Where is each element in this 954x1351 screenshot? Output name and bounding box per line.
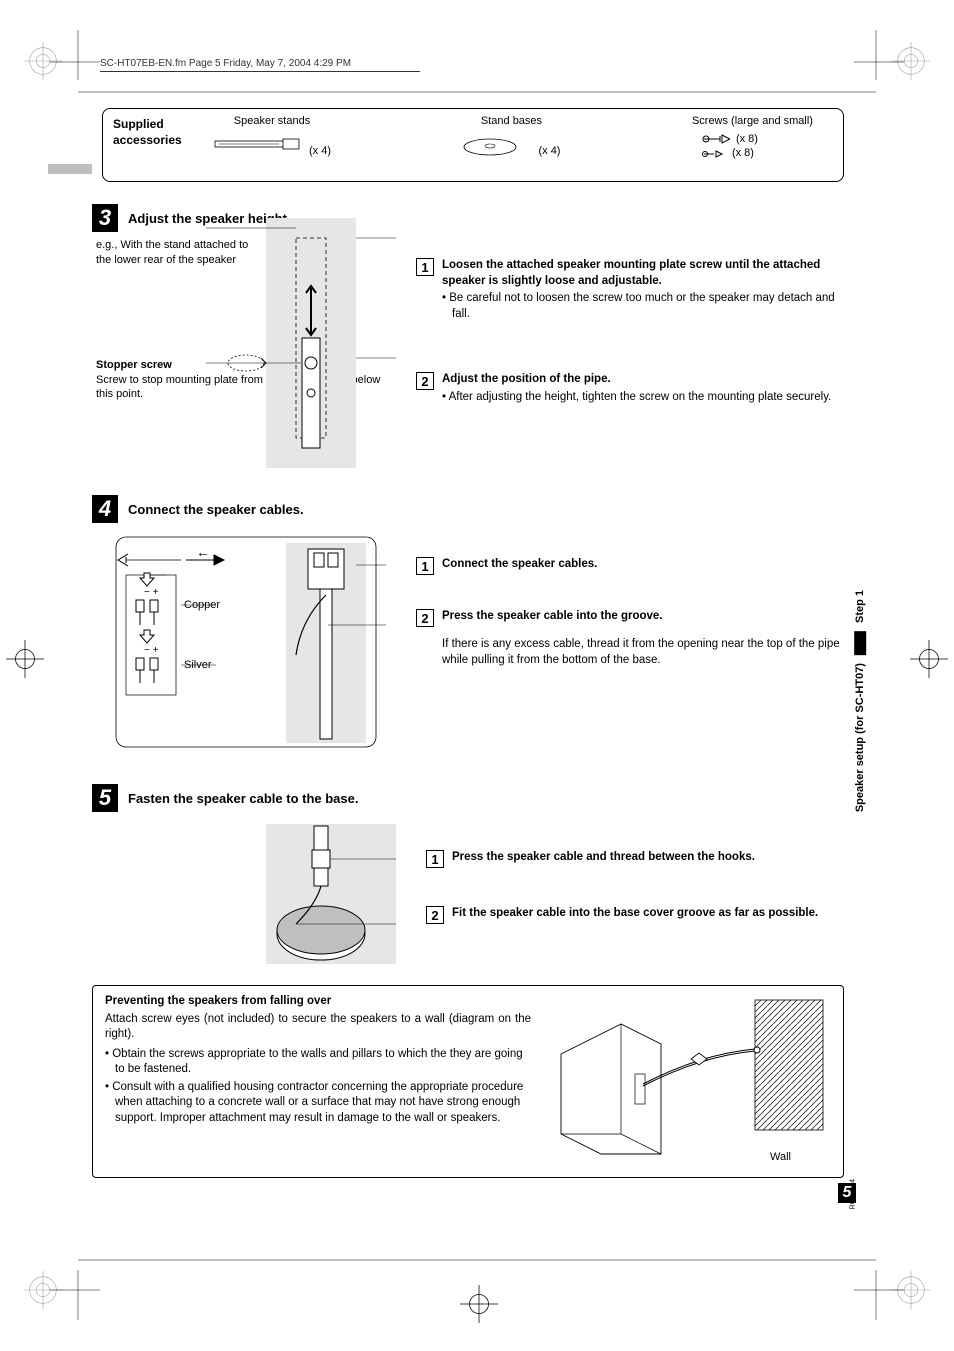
substep-number: 2 xyxy=(416,609,434,627)
supplied-qty: (x 8) xyxy=(736,133,758,145)
supplied-qty: (x 4) xyxy=(538,145,560,157)
crop-mark-tr xyxy=(892,42,930,80)
step-title: Fasten the speaker cable to the base. xyxy=(128,791,358,806)
supplied-item-stands: Speaker stands (x 4) xyxy=(213,115,331,159)
crop-mark-tl xyxy=(24,42,62,80)
step-4: 4 Connect the speaker cables. − + xyxy=(92,495,844,758)
screw-small-icon xyxy=(702,149,726,159)
substep-bullet: Be careful not to loosen the screw too m… xyxy=(442,291,844,322)
svg-text:− +: − + xyxy=(144,587,159,598)
substep-number: 2 xyxy=(426,906,444,924)
page-header-filepath: SC-HT07EB-EN.fm Page 5 Friday, May 7, 20… xyxy=(100,58,420,72)
page-content: Supplied accessories Speaker stands (x 4… xyxy=(92,108,844,1178)
step-number: 3 xyxy=(92,204,118,232)
substep-number: 2 xyxy=(416,372,434,390)
step-3: 3 Adjust the speaker height. e.g., With … xyxy=(92,204,844,415)
substep-bullet: After adjusting the height, tighten the … xyxy=(442,390,844,406)
step-title: Connect the speaker cables. xyxy=(128,502,304,517)
substep-main: Press the speaker cable and thread betwe… xyxy=(452,850,844,866)
crop-mark-bc xyxy=(460,1285,498,1323)
step3-diagram xyxy=(206,218,406,468)
side-column: Speaker setup (for SC-HT07) Step 1 xyxy=(836,300,854,600)
prevent-title: Preventing the speakers from falling ove… xyxy=(105,994,531,1010)
crop-mark-br xyxy=(892,1271,930,1309)
step-5: 5 Fasten the speaker cable to the base. xyxy=(92,784,844,967)
supplied-item-screws: Screws (large and small) (x 8) (x 8) xyxy=(692,115,813,159)
supplied-qty: (x 8) xyxy=(732,147,754,159)
step-number: 5 xyxy=(92,784,118,812)
supplied-item-name: Screws (large and small) xyxy=(692,115,813,127)
crop-mark-bl xyxy=(24,1271,62,1309)
supplied-item-bases: Stand bases (x 4) xyxy=(462,115,560,159)
step-number: 4 xyxy=(92,495,118,523)
page-number: 5 xyxy=(838,1183,856,1203)
screw-large-icon xyxy=(702,133,730,145)
substep-main: Press the speaker cable into the groove. xyxy=(442,609,844,625)
crop-mark-ml xyxy=(6,640,44,678)
crop-mark-mr xyxy=(910,640,948,678)
stand-base-icon xyxy=(462,133,532,157)
supplied-qty: (x 4) xyxy=(309,145,331,157)
supplied-accessories-row: Supplied accessories Speaker stands (x 4… xyxy=(102,108,844,182)
prevent-text: Preventing the speakers from falling ove… xyxy=(105,994,531,1167)
svg-text:←: ← xyxy=(196,544,210,560)
side-step-text: Step 1 xyxy=(854,590,866,623)
substep-number: 1 xyxy=(416,258,434,276)
prevent-intro: Attach screw eyes (not included) to secu… xyxy=(105,1012,531,1043)
step4-excess: If there is any excess cable, thread it … xyxy=(416,637,844,668)
step4-diagram: − + − + ← xyxy=(96,535,386,755)
grey-tab xyxy=(48,164,92,174)
wall-label: Wall xyxy=(770,1151,791,1163)
prevent-box: Preventing the speakers from falling ove… xyxy=(92,985,844,1178)
speaker-stand-icon xyxy=(213,133,303,157)
supplied-label: Supplied accessories xyxy=(113,115,213,148)
silver-label: Silver xyxy=(184,659,212,671)
substep-main: Fit the speaker cable into the base cove… xyxy=(452,906,844,922)
side-setup-text: Speaker setup (for SC-HT07) xyxy=(854,663,866,812)
substep-main: Connect the speaker cables. xyxy=(442,557,844,573)
copper-label: Copper xyxy=(184,599,220,611)
side-black-block xyxy=(854,631,866,655)
supplied-item-name: Speaker stands xyxy=(213,115,331,127)
substep-main: Loosen the attached speaker mounting pla… xyxy=(442,258,844,289)
substep-number: 1 xyxy=(416,557,434,575)
prevent-diagram: Wall xyxy=(551,994,831,1167)
substep-text: Adjust the position of the pipe. After a… xyxy=(442,372,844,405)
substep-number: 1 xyxy=(426,850,444,868)
prevent-bullet: Consult with a qualified housing contrac… xyxy=(105,1080,531,1127)
substep-text: Loosen the attached speaker mounting pla… xyxy=(442,258,844,322)
prevent-bullet: Obtain the screws appropriate to the wal… xyxy=(105,1047,531,1078)
step5-diagram xyxy=(266,824,396,964)
supplied-item-name: Stand bases xyxy=(462,115,560,127)
svg-text:− +: − + xyxy=(144,645,159,656)
substep-main: Adjust the position of the pipe. xyxy=(442,372,844,388)
supplied-items: Speaker stands (x 4) Stand bases xyxy=(213,115,833,159)
